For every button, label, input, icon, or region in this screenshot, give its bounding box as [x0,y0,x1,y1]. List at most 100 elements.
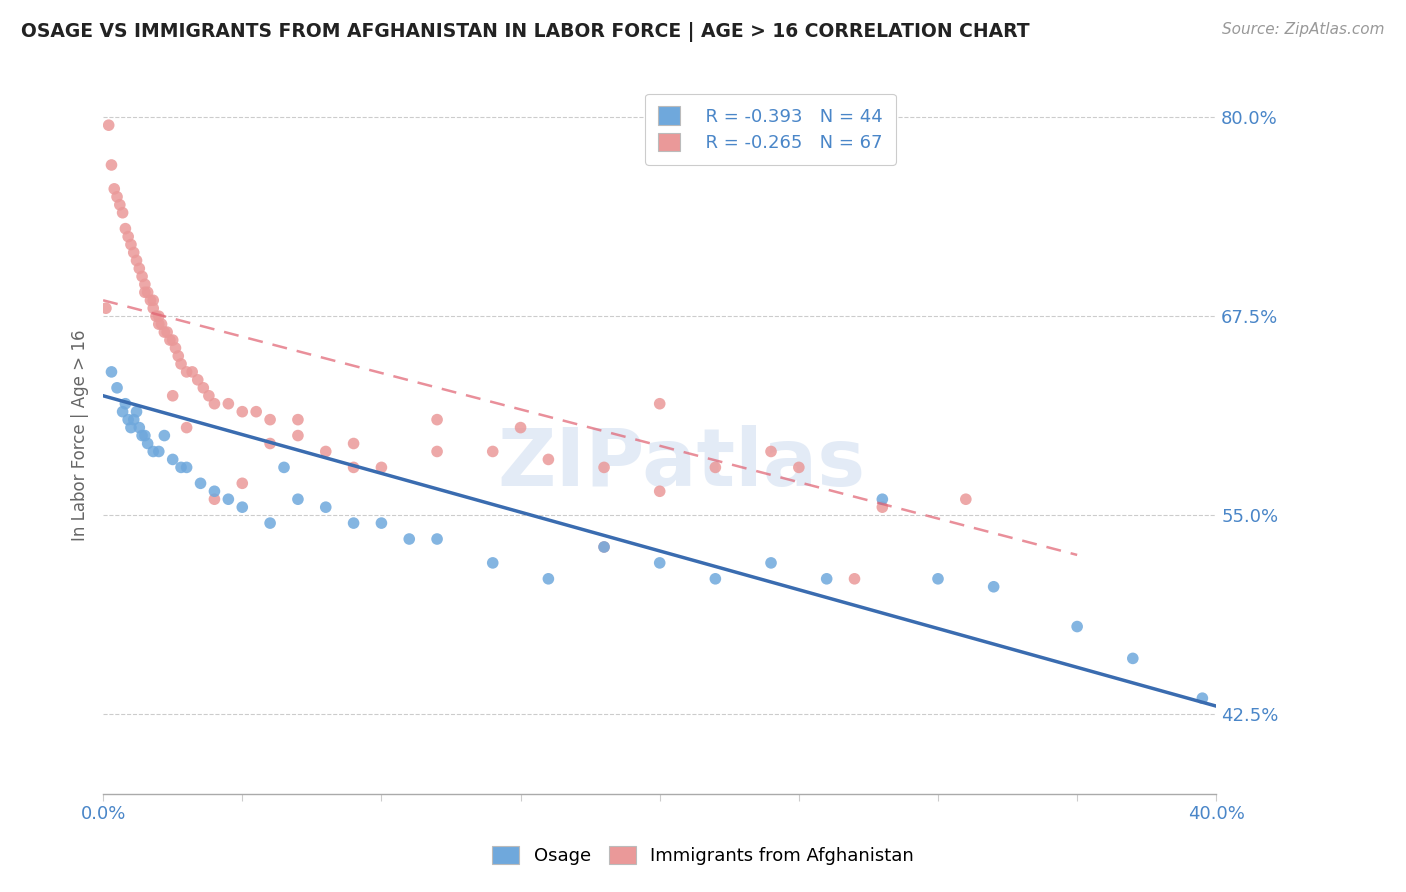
Point [537,452,560,467]
Point [426,444,449,458]
Point [142,444,165,458]
Point [131,428,153,442]
Point [105,190,128,204]
Point [142,301,165,316]
Point [273,460,295,475]
Point [927,572,949,586]
Point [1066,619,1088,633]
Point [593,540,616,554]
Point [117,229,139,244]
Point [648,556,671,570]
Point [125,405,148,419]
Point [105,381,128,395]
Point [204,484,226,499]
Point [593,460,616,475]
Point [1149,834,1171,848]
Point [287,492,309,507]
Point [193,381,215,395]
Point [162,389,184,403]
Point [117,412,139,426]
Point [167,349,190,363]
Point [231,500,253,515]
Point [100,365,122,379]
Legend:   R = -0.393   N = 44,   R = -0.265   N = 67: R = -0.393 N = 44, R = -0.265 N = 67 [645,94,896,165]
Point [593,540,616,554]
Point [150,317,173,331]
Point [315,500,337,515]
Point [170,460,193,475]
Point [1191,691,1213,706]
Text: Source: ZipAtlas.com: Source: ZipAtlas.com [1222,22,1385,37]
Point [148,317,170,331]
Point [983,580,1005,594]
Point [108,198,131,212]
Point [537,572,560,586]
Point [156,325,179,339]
Point [426,412,449,426]
Point [136,436,159,450]
Point [648,397,671,411]
Point [148,444,170,458]
Point [176,420,198,434]
Point [120,237,142,252]
Point [181,365,204,379]
Point [190,476,212,491]
Point [287,412,309,426]
Point [315,444,337,458]
Point [872,500,894,515]
Point [759,444,782,458]
Point [370,460,392,475]
Point [176,460,198,475]
Point [94,301,117,316]
Point [145,309,167,323]
Point [122,245,145,260]
Point [704,460,727,475]
Legend: Osage, Immigrants from Afghanistan: Osage, Immigrants from Afghanistan [484,837,922,874]
Point [153,325,176,339]
Point [204,397,226,411]
Point [125,253,148,268]
Point [245,405,267,419]
Point [509,420,531,434]
Point [122,412,145,426]
Text: ZIPatlas: ZIPatlas [498,425,866,503]
Text: OSAGE VS IMMIGRANTS FROM AFGHANISTAN IN LABOR FORCE | AGE > 16 CORRELATION CHART: OSAGE VS IMMIGRANTS FROM AFGHANISTAN IN … [21,22,1029,42]
Point [342,460,364,475]
Point [114,397,136,411]
Point [287,428,309,442]
Point [815,572,838,586]
Point [217,492,239,507]
Point [648,484,671,499]
Point [204,492,226,507]
Point [148,309,170,323]
Point [342,436,364,450]
Point [134,428,156,442]
Point [481,444,503,458]
Point [100,158,122,172]
Point [103,182,125,196]
Point [134,285,156,300]
Point [704,572,727,586]
Point [872,492,894,507]
Point [111,405,134,419]
Point [787,460,810,475]
Point [259,436,281,450]
Point [231,405,253,419]
Point [153,428,176,442]
Point [342,516,364,530]
Point [139,293,162,308]
Point [259,412,281,426]
Point [426,532,449,546]
Point [128,420,150,434]
Point [198,389,221,403]
Y-axis label: In Labor Force | Age > 16: In Labor Force | Age > 16 [72,330,89,541]
Point [111,205,134,219]
Point [136,285,159,300]
Point [134,277,156,292]
Point [120,420,142,434]
Point [844,572,866,586]
Point [162,333,184,347]
Point [398,532,420,546]
Point [187,373,209,387]
Point [114,221,136,235]
